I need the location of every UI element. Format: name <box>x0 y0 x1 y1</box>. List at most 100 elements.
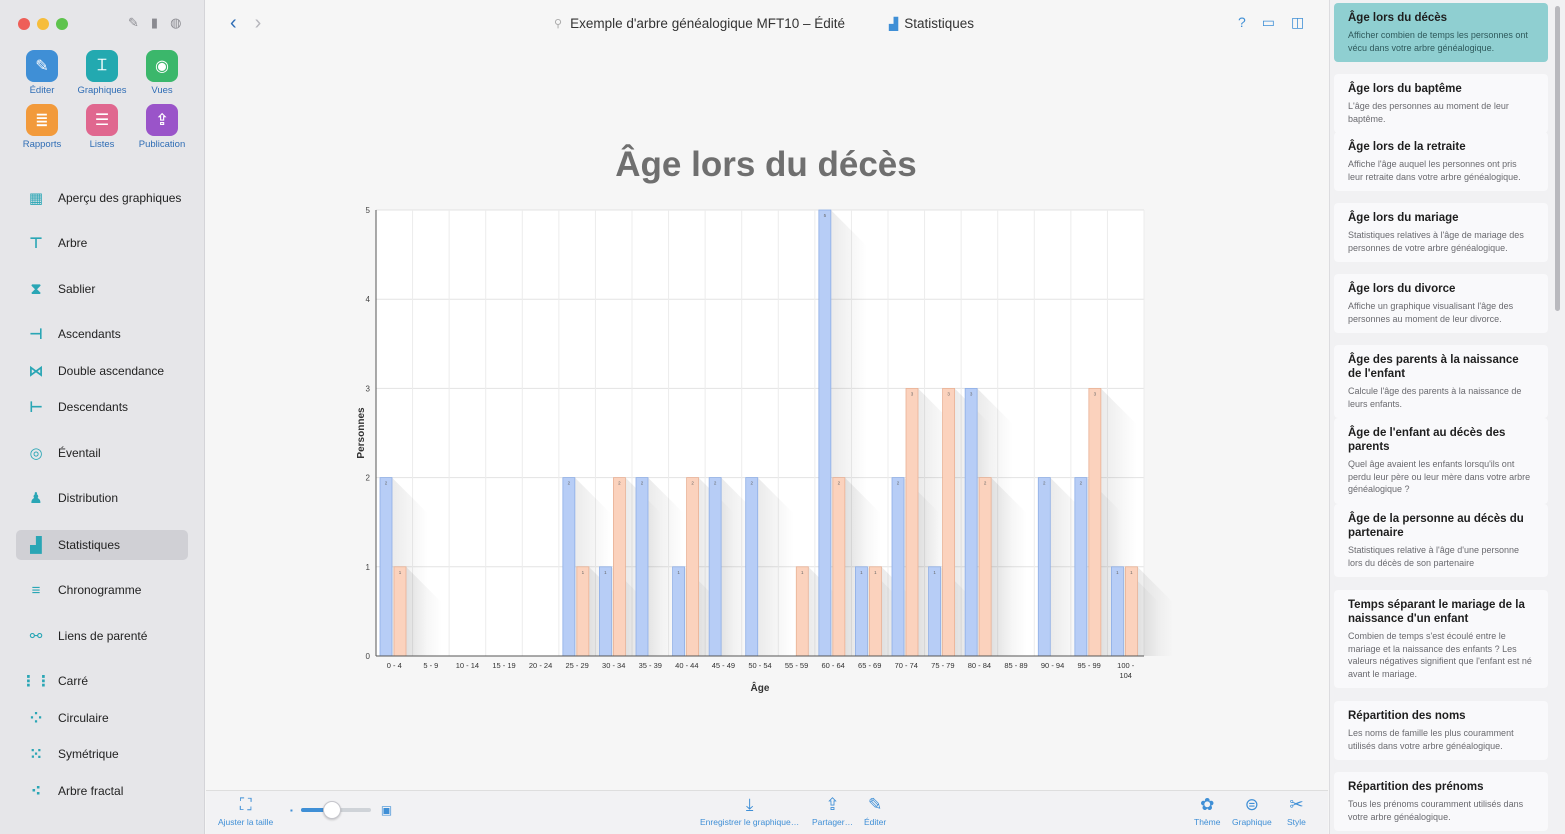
bar <box>1125 566 1138 657</box>
bookmark-icon[interactable]: ▮ <box>150 15 159 30</box>
y-tick-label: 2 <box>366 474 371 483</box>
stat-card-parents-age-at-birth[interactable]: Âge des parents à la naissance de l'enfa… <box>1334 345 1548 418</box>
panel-scrollbar[interactable] <box>1555 6 1560 311</box>
sidebar-tools: ✎ ▮ ◍ <box>128 15 181 31</box>
bar <box>599 566 612 657</box>
edit-button[interactable]: ✎ Éditer <box>864 795 886 827</box>
stat-card-age-at-death[interactable]: Âge lors du décès Afficher combien de te… <box>1334 3 1548 62</box>
mode-reports[interactable]: ≣ Rapports <box>12 104 72 150</box>
bar-shadow <box>406 566 442 656</box>
sidebar-item-circular[interactable]: ⁘ Circulaire <box>16 703 188 733</box>
stat-card-age-at-divorce[interactable]: Âge lors du divorce Affiche un graphique… <box>1334 274 1548 333</box>
stat-card-description: Quel âge avaient les enfants lorsqu'ils … <box>1348 459 1531 494</box>
stat-card-description: Calcule l'âge des parents à la naissance… <box>1348 386 1522 409</box>
x-tick-label: 5 - 9 <box>423 661 438 670</box>
stat-card-description: Combien de temps s'est écoulé entre le m… <box>1348 631 1532 679</box>
stat-card-marriage-to-birth[interactable]: Temps séparant le mariage de la naissanc… <box>1334 590 1548 688</box>
sidebar-item-fractal[interactable]: ⁖ Arbre fractal <box>16 776 188 806</box>
stat-card-age-at-marriage[interactable]: Âge lors du mariage Statistiques relativ… <box>1334 203 1548 262</box>
bar-value-label: 2 <box>641 481 644 486</box>
sidebar-item-timeline[interactable]: ≡ Chronogramme <box>16 575 188 605</box>
chart-bars: 2 1 2 1 1 2 2 1 2 2 2 1 5 2 1 1 2 3 1 3 3 2 2 2 3 1 1 <box>379 209 1138 657</box>
bar-value-label: 2 <box>1080 481 1083 486</box>
y-tick-label: 5 <box>366 206 371 215</box>
stat-card-age-at-baptism[interactable]: Âge lors du baptême L'âge des personnes … <box>1334 74 1548 133</box>
save-chart-label: Enregistrer le graphique… <box>700 817 800 827</box>
bar <box>576 566 590 657</box>
x-tick-label: 65 - 69 <box>858 661 881 670</box>
save-chart-button[interactable]: ⤓ Enregistrer le graphique… <box>700 795 799 827</box>
sidebar-item-distribution[interactable]: ♟ Distribution <box>16 483 188 513</box>
stat-card-age-at-partner-death[interactable]: Âge de la personne au décès du partenair… <box>1334 504 1548 577</box>
forward-arrow-icon[interactable]: › <box>254 12 262 34</box>
mode-edit[interactable]: ✎ Éditer <box>12 50 72 96</box>
mode-label: Publication <box>138 139 186 150</box>
minimize-window-button[interactable] <box>37 18 49 30</box>
sidebar-item-ancestors[interactable]: ⊣ Ascendants <box>16 319 188 349</box>
bar-value-label: 3 <box>970 391 973 396</box>
sidebar-item-double-ancestry[interactable]: ⋈ Double ascendance <box>16 356 188 386</box>
stat-card-description: L'âge des personnes au moment de leur ba… <box>1348 101 1509 124</box>
bar <box>686 477 699 657</box>
sidebar-item-hourglass[interactable]: ⧗ Sablier <box>16 274 188 304</box>
theme-button[interactable]: ✿ Thème <box>1194 795 1220 827</box>
window-icon[interactable]: ▭ <box>1261 14 1276 30</box>
stat-card-firstname-distribution[interactable]: Répartition des prénoms Tous les prénoms… <box>1334 772 1548 831</box>
stat-card-description: Affiche un graphique visualisant l'âge d… <box>1348 301 1514 324</box>
share-label: Partager… <box>812 817 854 827</box>
edit-icon: ✎ <box>867 795 883 814</box>
bar <box>818 209 832 657</box>
sidebar-toggle-icon[interactable]: ◫ <box>1291 14 1305 30</box>
zoom-slider[interactable]: ▪ ▣ <box>290 801 400 819</box>
mode-label: Éditer <box>29 85 55 96</box>
zoom-knob[interactable] <box>323 801 342 819</box>
bar <box>613 477 626 657</box>
x-tick-label: 0 - 4 <box>387 661 402 670</box>
fit-size-button[interactable]: ⛶ Ajuster la taille <box>218 795 273 827</box>
y-tick-label: 3 <box>366 384 371 393</box>
sidebar-item-label: Distribution <box>58 491 119 505</box>
graph-settings-button[interactable]: ⊜ Graphique <box>1232 795 1272 827</box>
bar-value-label: 1 <box>1116 570 1119 575</box>
close-window-button[interactable] <box>18 18 30 30</box>
eye-icon: ◉ <box>146 50 178 82</box>
sidebar-item-descendants[interactable]: ⊢ Descendants <box>16 392 188 422</box>
stat-card-child-age-at-parent-death[interactable]: Âge de l'enfant au décès des parents Que… <box>1334 418 1548 504</box>
x-tick-label: 35 - 39 <box>639 661 662 670</box>
stat-card-title: Âge lors du baptême <box>1348 83 1462 95</box>
sidebar-item-statistics[interactable]: ▟ Statistiques <box>16 530 188 560</box>
mode-label: Graphiques <box>77 85 127 96</box>
x-axis-label: Âge <box>751 681 770 694</box>
bar-value-label: 1 <box>604 570 607 575</box>
zoom-in-icon: ▣ <box>380 803 393 817</box>
share-button[interactable]: ⇪ Partager… <box>812 795 853 827</box>
pin-icon: ⚲ <box>554 18 563 30</box>
sidebar-item-relationships[interactable]: ⚯ Liens de parenté <box>16 621 188 651</box>
sidebar-item-symmetric[interactable]: ⁙ Symétrique <box>16 739 188 769</box>
bar-value-label: 5 <box>824 213 827 218</box>
mode-views[interactable]: ◉ Vues <box>132 50 192 96</box>
bar-value-label: 2 <box>1043 481 1046 486</box>
mode-lists[interactable]: ☰ Listes <box>72 104 132 150</box>
zoom-window-button[interactable] <box>56 18 68 30</box>
sidebar-item-tree[interactable]: ⊤ Arbre <box>16 228 188 258</box>
sidebar-item-overview[interactable]: ▦ Aperçu des graphiques <box>16 183 188 213</box>
globe-icon[interactable]: ◍ <box>170 15 182 30</box>
tag-icon[interactable]: ✎ <box>128 15 139 30</box>
help-icon[interactable]: ? <box>1238 14 1246 30</box>
back-arrow-icon[interactable]: ‹ <box>230 12 237 34</box>
current-view-label: Statistiques <box>904 16 975 31</box>
sidebar-item-fan[interactable]: ◎ Éventail <box>16 438 188 468</box>
stat-card-age-at-retirement[interactable]: Âge lors de la retraite Affiche l'âge au… <box>1334 132 1548 191</box>
stat-card-surname-distribution[interactable]: Répartition des noms Les noms de famille… <box>1334 701 1548 760</box>
fractal-icon: ⁖ <box>30 783 42 800</box>
mode-publish[interactable]: ⇪ Publication <box>132 104 192 150</box>
sidebar-item-label: Symétrique <box>58 747 119 761</box>
mode-charts[interactable]: ⌶ Graphiques <box>72 50 132 96</box>
chart-title: Âge lors du décès <box>615 144 916 184</box>
stat-card-title: Âge lors de la retraite <box>1348 141 1466 153</box>
relationship-icon: ⚯ <box>29 628 43 645</box>
sidebar-item-square[interactable]: ⋮⋮ Carré <box>16 666 188 696</box>
pencil-icon: ✎ <box>26 50 58 82</box>
style-button[interactable]: ✂ Style <box>1287 795 1306 827</box>
